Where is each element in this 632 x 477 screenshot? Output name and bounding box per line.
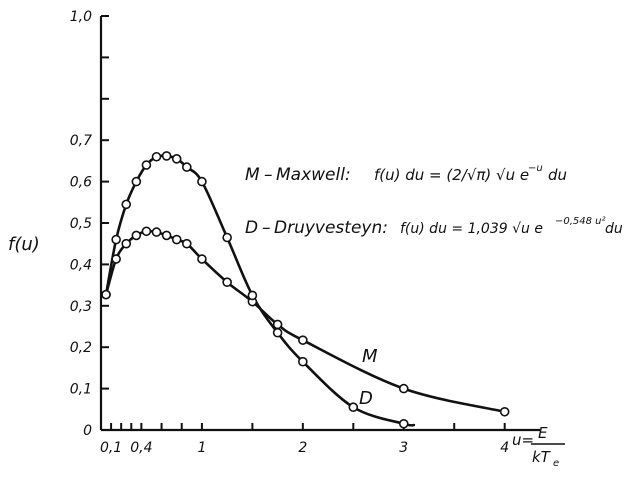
series-D-point-6 (161, 151, 172, 161)
series-M-point-5 (151, 227, 162, 237)
series-D-point-13 (298, 356, 308, 367)
legend-maxwell-tail: du (548, 166, 567, 184)
series-M-point-15 (499, 406, 510, 417)
x-ticks: 0,1 0,4 1 2 3 4 (100, 423, 509, 456)
series-D-point-11 (247, 290, 258, 301)
series-M-point-9 (197, 254, 207, 264)
y-tick-label-0: 0 (83, 423, 92, 439)
curves (104, 154, 506, 427)
series-M-point-7 (171, 234, 182, 245)
x-axis-label-denominator: kT (532, 448, 552, 466)
x-axis-label-numerator: E (538, 424, 548, 442)
series-D-point-1 (111, 234, 121, 245)
series-D-point-7 (171, 154, 182, 164)
y-tick-label-1: 0,1 (70, 382, 92, 398)
x-tick-label-8: 2 (298, 440, 307, 456)
x-tick-label-12: 4 (500, 440, 509, 456)
y-tick-label-5: 0,5 (70, 216, 92, 232)
series-D-point-3 (131, 176, 142, 187)
y-axis-label: f(u) (8, 234, 40, 255)
series-D-point-9 (197, 176, 207, 187)
legend-druyvesteyn-exponent: −0,548 u² (555, 216, 606, 227)
legend-druyvesteyn: D – Druyvesteyn: f(u) du = 1,039 √u e −0… (245, 216, 623, 238)
x-axis-label: u= E kT e (512, 424, 565, 469)
x-tick-label-0: 0,1 (100, 440, 122, 456)
legend-druyvesteyn-dash: – (262, 218, 271, 238)
y-tick-label-10: 1,0 (70, 9, 92, 25)
x-axis-label-prefix: u= (512, 431, 534, 449)
series-D-point-10 (222, 232, 232, 243)
y-tick-label-6: 0,6 (70, 175, 92, 191)
y-ticks: 0 0,1 0,2 0,3 0,4 0,5 0,6 0,7 1,0 (70, 9, 109, 439)
legend-druyvesteyn-formula: f(u) du = 1,039 √u e (400, 221, 543, 237)
series-M-point-2 (121, 238, 132, 249)
series-D-point-0 (101, 289, 111, 300)
legend-maxwell-name: Maxwell: (276, 165, 351, 185)
series-D-point-5 (151, 151, 162, 162)
series-M-point-4 (141, 226, 152, 237)
series-M-point-10 (222, 277, 232, 288)
x-tick-label-6: 1 (197, 440, 206, 456)
series-M-point-12 (272, 319, 283, 330)
series-D-point-14 (348, 402, 359, 413)
y-tick-label-7: 0,7 (70, 133, 92, 149)
x-tick-label-10: 3 (399, 440, 408, 456)
series-M-point-13 (298, 335, 308, 345)
y-tick-label-4: 0,4 (70, 257, 92, 273)
series-D-point-12 (272, 327, 283, 338)
series-M-point-1 (111, 254, 121, 264)
legend-druyvesteyn-name: Druyvesteyn: (274, 218, 388, 238)
x-tick-label-3: 0,4 (130, 440, 152, 456)
legend-maxwell-formula: f(u) du = (2/√π) √u e (374, 166, 529, 184)
series-D-line (104, 154, 416, 427)
series-D-point-8 (181, 162, 192, 172)
series-D-point-4 (141, 160, 152, 170)
legend-druyvesteyn-tail: du (605, 221, 623, 237)
series-M-point-14 (398, 383, 409, 394)
curve-label-d: D (359, 388, 373, 409)
legend-maxwell-exponent: −u (528, 163, 543, 174)
x-axis-label-denominator-sub: e (553, 458, 559, 469)
curve-label-m: M (362, 346, 378, 367)
series-D-point-15 (398, 418, 409, 429)
y-tick-label-2: 0,2 (70, 340, 92, 356)
series-M-line (104, 229, 506, 414)
points (101, 151, 510, 429)
legend-maxwell: M – Maxwell: f(u) du = (2/√π) √u e −u du (245, 163, 567, 185)
series-M-point-3 (131, 230, 142, 241)
legend-druyvesteyn-key: D (245, 218, 258, 238)
legend-maxwell-key: M (245, 165, 260, 185)
series-M-point-8 (181, 238, 192, 249)
series-D-point-2 (121, 199, 132, 210)
series-M-point-6 (161, 230, 172, 241)
y-tick-label-3: 0,3 (70, 299, 92, 315)
legend-maxwell-dash: – (264, 165, 273, 185)
